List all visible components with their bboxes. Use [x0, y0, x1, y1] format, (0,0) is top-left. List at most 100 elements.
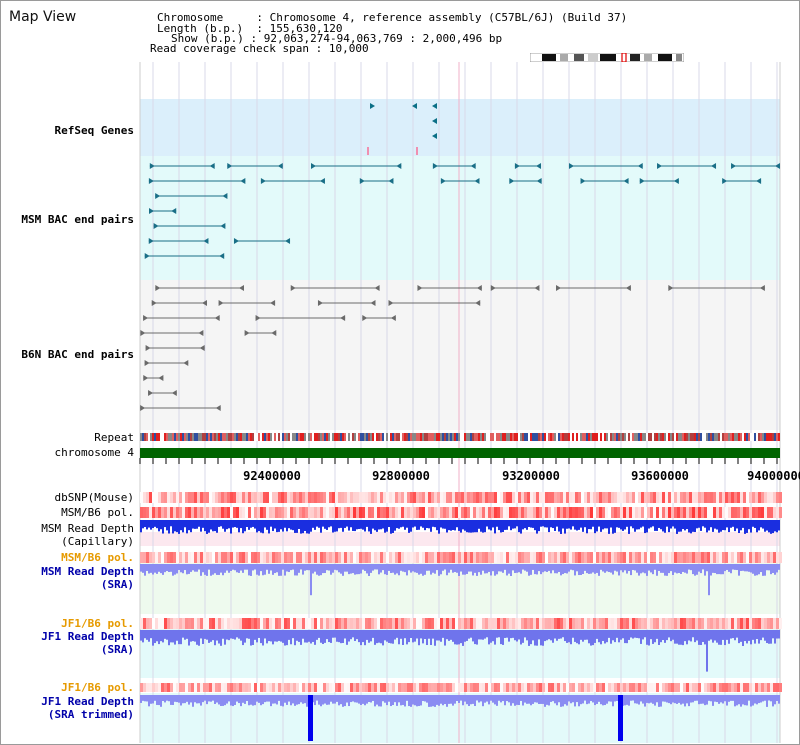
jf1-pol-cell: [686, 618, 689, 629]
capillary-depth-bar: [284, 520, 286, 528]
jf1-pol-trim-cell: [320, 683, 323, 692]
jf1-sra-depth-bar: [426, 630, 428, 646]
jf1-trim-depth-bar: [638, 695, 640, 705]
msm-pol-cell: [512, 507, 515, 518]
jf1-trim-depth-bar: [286, 695, 288, 705]
capillary-depth-bar: [594, 520, 596, 534]
repeat-segment: [334, 433, 336, 441]
msm-sra-depth-bar: [282, 564, 284, 570]
msm-bac-label[interactable]: MSM BAC end pairs: [21, 213, 134, 226]
capillary-depth-bar: [418, 520, 420, 530]
jf1-pol-trim-cell: [383, 683, 386, 692]
jf1-trim-depth-bar: [660, 695, 662, 707]
msm-sra-depth-bar: [712, 564, 714, 573]
jf1-trim-depth-bar: [694, 695, 696, 701]
jf1-pol-trim-cell: [347, 683, 350, 692]
msm-pol-cell: [248, 507, 251, 518]
jf1-sra-depth-bar: [752, 630, 754, 640]
jf1-sra-depth-bar: [452, 630, 454, 642]
repeat-segment: [626, 433, 628, 441]
jf1-pol-trim-cell: [479, 683, 482, 692]
jf1-pol-trim-cell: [266, 683, 269, 692]
repeat-segment: [190, 433, 192, 441]
b6n-bac-label[interactable]: B6N BAC end pairs: [21, 348, 134, 361]
msm-pol-cell: [527, 507, 530, 518]
dbsnp-cell: [758, 492, 761, 503]
jf1-pol-trim-cell: [752, 683, 755, 692]
repeat-segment: [254, 433, 256, 441]
msm-sra-depth-bar: [520, 564, 522, 574]
dbsnp-cell: [206, 492, 209, 503]
jf1-trim-depth-bar: [316, 695, 318, 701]
repeat-segment: [446, 433, 448, 441]
msm-sra-depth-bar: [158, 564, 160, 572]
refseq-genes-label[interactable]: RefSeq Genes: [54, 124, 134, 137]
dbsnp-cell: [638, 492, 641, 503]
chromosome-ideogram[interactable]: [530, 53, 684, 62]
msm-pol-cell: [470, 507, 473, 518]
jf1-pol-cell: [617, 618, 620, 629]
jf1-trim-depth-bar: [752, 695, 754, 706]
msm-pol-cell: [194, 507, 197, 518]
jf1-pol-trim-cell: [779, 683, 782, 692]
jf1-pol-cell: [227, 618, 230, 629]
msm-pol-sra-cell: [200, 552, 203, 563]
jf1-sra-depth-bar: [720, 630, 722, 645]
chromosome-info-row: Chromosome : Chromosome 4, reference ass…: [157, 11, 628, 24]
dbsnp-cell: [737, 492, 740, 503]
capillary-depth-bar: [700, 520, 702, 531]
capillary-depth-bar: [228, 520, 230, 529]
jf1-pol-trim-cell: [167, 683, 170, 692]
jf1-trim-depth-bar: [374, 695, 376, 707]
msm-pol-cell: [155, 507, 158, 518]
gene-tick: [416, 147, 418, 155]
jf1-sra-depth-bar: [574, 630, 576, 642]
jf1-sra-depth-bar: [186, 630, 188, 639]
msm-pol-cell: [614, 507, 617, 518]
msm-pol-sra-cell: [206, 552, 209, 563]
msm-pol-cell: [491, 507, 494, 518]
msm-sra-depth-bar: [352, 564, 354, 574]
capillary-depth-bar: [432, 520, 434, 527]
repeat-segment: [666, 433, 668, 441]
msm-sra-depth-bar: [210, 564, 212, 576]
msm-bac-pair-end: [148, 238, 154, 244]
jf1-sra-depth-bar: [408, 630, 410, 643]
msm-pol-sra-cell: [728, 552, 731, 563]
capillary-depth-bar: [564, 520, 566, 534]
jf1-trim-depth-bar: [436, 695, 438, 705]
jf1-pol-cell: [182, 618, 185, 629]
msm-bac-pair-end: [155, 193, 161, 199]
jf1-pol-trim-cell: [557, 683, 560, 692]
dbsnp-cell: [359, 492, 362, 503]
jf1-sra-depth-bar: [252, 630, 254, 645]
jf1-pol-cell: [242, 618, 245, 629]
repeat-segment: [506, 433, 508, 441]
jf1-trim-depth-bar: [744, 695, 746, 706]
msm-sra-depth-bar: [654, 564, 656, 570]
capillary-depth-bar: [286, 520, 288, 532]
msm-pol-cell: [260, 507, 263, 518]
b6n-bac-pair-end: [317, 300, 323, 306]
jf1-pol-cell: [215, 618, 218, 629]
dbsnp-cell: [575, 492, 578, 503]
msm-pol-cell: [743, 507, 746, 518]
jf1-trim-depth-bar: [712, 695, 714, 706]
capillary-depth-bar: [620, 520, 622, 530]
capillary-depth-bar: [270, 520, 272, 527]
repeat-segment: [248, 433, 250, 441]
jf1-pol-cell: [680, 618, 683, 629]
repeat-segment: [202, 433, 204, 441]
jf1-trim-depth-bar: [254, 695, 256, 706]
jf1-sra-depth-bar: [532, 630, 534, 641]
jf1-trim-depth-bar: [414, 695, 416, 706]
msm-pol-cell: [200, 507, 203, 518]
jf1-pol-cell: [701, 618, 704, 629]
msm-pol-sra-cell: [410, 552, 413, 563]
capillary-depth-bar: [172, 520, 174, 534]
msm-sra-depth-bar: [314, 564, 316, 572]
capillary-depth-bar: [200, 520, 202, 532]
msm-sra-depth-bar: [774, 564, 776, 575]
msm-pol-sra-cell: [317, 552, 320, 563]
